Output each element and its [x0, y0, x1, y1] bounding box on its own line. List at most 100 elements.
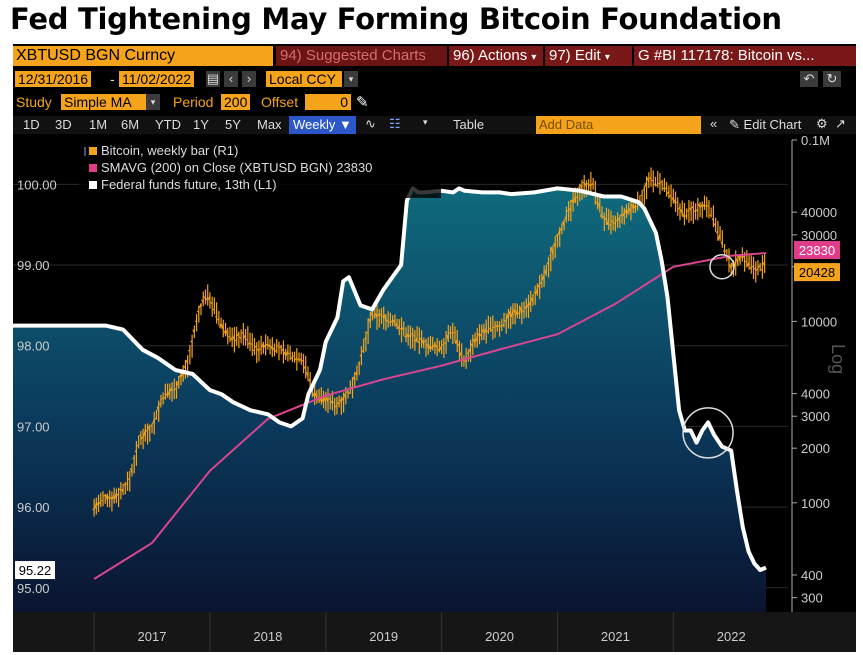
range-tab[interactable]: 1M: [89, 117, 108, 132]
bitcoin-bar-tick: [272, 347, 275, 352]
line-chart-icon[interactable]: ∿: [365, 116, 376, 131]
ticker-field[interactable]: XBTUSD BGN Curncy: [13, 46, 273, 66]
bitcoin-bar-tick: [611, 220, 614, 223]
calendar-icon[interactable]: ▤: [206, 71, 220, 87]
next-arrow-icon[interactable]: ›: [242, 71, 256, 87]
bitcoin-bar-tick: [408, 334, 411, 338]
bitcoin-bar-tick: [537, 283, 541, 288]
chart-title-field[interactable]: G #BI 117178: Bitcoin vs...: [634, 46, 856, 66]
bitcoin-bar-tick: [207, 295, 211, 301]
range-tab[interactable]: Max: [257, 117, 282, 132]
chevron-down-icon[interactable]: ▾: [423, 117, 428, 127]
undo-icon[interactable]: ↶: [800, 71, 818, 87]
bitcoin-bar-tick: [662, 187, 665, 190]
collapse-icon[interactable]: «: [710, 116, 718, 131]
date-separator: -: [110, 71, 115, 87]
bitcoin-bar-tick: [361, 349, 365, 353]
bitcoin-bar-tick: [459, 350, 463, 356]
bitcoin-bar-tick: [196, 310, 200, 313]
bitcoin-bar-tick: [167, 389, 171, 396]
expand-icon[interactable]: ↗: [835, 116, 846, 131]
bitcoin-bar-tick: [299, 357, 302, 361]
bitcoin-bar-tick: [508, 311, 512, 318]
sma-last-value-bg: [794, 240, 840, 259]
bitcoin-bar-tick: [697, 203, 701, 208]
bitcoin-bar-tick: [201, 299, 204, 304]
bitcoin-bar-tick: [188, 349, 191, 352]
bitcoin-bar-tick: [495, 324, 498, 328]
bitcoin-bar-tick: [343, 393, 347, 400]
bitcoin-bar-tick: [526, 302, 529, 308]
bitcoin-bar-tick: [557, 229, 561, 235]
actions-menu[interactable]: 96) Actions ▾: [449, 46, 543, 66]
edit-label: 97) Edit: [549, 47, 601, 64]
settings-icon[interactable]: ⚙: [816, 116, 828, 131]
bitcoin-bar-tick: [114, 492, 117, 500]
bitcoin-bar-tick: [386, 319, 389, 323]
bitcoin-bar-tick: [230, 336, 233, 341]
offset-label: Offset: [261, 94, 299, 110]
currency-select[interactable]: Local CCY: [266, 71, 342, 87]
offset-input[interactable]: 0: [305, 94, 351, 110]
bitcoin-bar-tick: [239, 336, 242, 339]
bitcoin-bar-tick: [528, 300, 532, 306]
bitcoin-bar-tick: [497, 325, 500, 328]
range-tab[interactable]: 1D: [23, 117, 40, 132]
bitcoin-bar-tick: [455, 338, 458, 345]
frequency-select[interactable]: Weekly ▼: [289, 116, 356, 134]
pencil-icon[interactable]: ✎: [356, 94, 369, 111]
bar-chart-icon[interactable]: ☷: [389, 116, 401, 131]
bitcoin-bar-tick: [363, 337, 367, 340]
bitcoin-bar-tick: [720, 241, 723, 245]
bitcoin-bar-tick: [539, 281, 543, 285]
bitcoin-bar-tick: [522, 310, 525, 313]
range-tab[interactable]: 6M: [121, 117, 140, 132]
x-axis-tick: 2019: [369, 629, 398, 644]
refresh-icon[interactable]: ↻: [823, 71, 841, 87]
bitcoin-bar-tick: [341, 396, 345, 401]
chevron-down-icon[interactable]: ▾: [344, 71, 358, 87]
bitcoin-bar-tick: [553, 242, 556, 248]
previous-arrow-icon[interactable]: ‹: [224, 71, 238, 87]
edit-menu[interactable]: 97) Edit ▾: [545, 46, 632, 66]
period-input[interactable]: 200: [221, 94, 251, 110]
range-tab[interactable]: 1Y: [193, 117, 209, 132]
bitcoin-bar-tick: [147, 426, 151, 432]
bitcoin-bar-tick: [609, 224, 612, 226]
bitcoin-bar-tick: [695, 208, 699, 212]
bitcoin-bar-tick: [203, 296, 206, 300]
bitcoin-bar-tick: [354, 371, 358, 375]
bitcoin-bar-tick: [243, 333, 247, 339]
bitcoin-bar-tick: [499, 325, 503, 327]
bitcoin-bar-tick: [190, 340, 193, 343]
bitcoin-bar-tick: [312, 391, 316, 397]
edit-chart-button[interactable]: ✎ Edit Chart: [729, 117, 801, 133]
study-select[interactable]: Simple MA: [61, 94, 147, 110]
range-tab[interactable]: 5Y: [225, 117, 241, 132]
bitcoin-last-value-text: 20428: [799, 265, 835, 280]
bitcoin-bar-tick: [183, 365, 186, 369]
left-axis-tick: 100.00: [17, 177, 57, 192]
bitcoin-bar-tick: [628, 208, 632, 213]
end-date-field[interactable]: 11/02/2022: [119, 71, 195, 87]
bitcoin-bar-tick: [234, 339, 237, 342]
bitcoin-bar-tick: [325, 397, 329, 403]
x-axis-tick: 2020: [485, 629, 514, 644]
bitcoin-bar-tick: [617, 217, 621, 223]
bitcoin-bar-tick: [606, 218, 610, 226]
bitcoin-bar-tick: [248, 341, 251, 345]
right-axis-tick: 1000: [801, 496, 830, 511]
range-tab[interactable]: YTD: [155, 117, 181, 132]
bitcoin-bar-tick: [105, 494, 108, 501]
range-tab[interactable]: 3D: [55, 117, 72, 132]
suggested-charts-button[interactable]: 94) Suggested Charts: [276, 46, 447, 66]
table-button[interactable]: Table: [453, 117, 485, 132]
left-axis-tick: 96.00: [17, 500, 50, 515]
start-date-field[interactable]: 12/31/2016: [15, 71, 92, 87]
bitcoin-bar-tick: [457, 343, 460, 347]
add-data-input[interactable]: Add Data: [536, 116, 701, 134]
chevron-down-icon[interactable]: ▾: [146, 94, 160, 110]
bitcoin-bar-tick: [691, 205, 694, 209]
bitcoin-bar-tick: [591, 182, 594, 186]
bitcoin-bar-tick: [622, 212, 625, 217]
